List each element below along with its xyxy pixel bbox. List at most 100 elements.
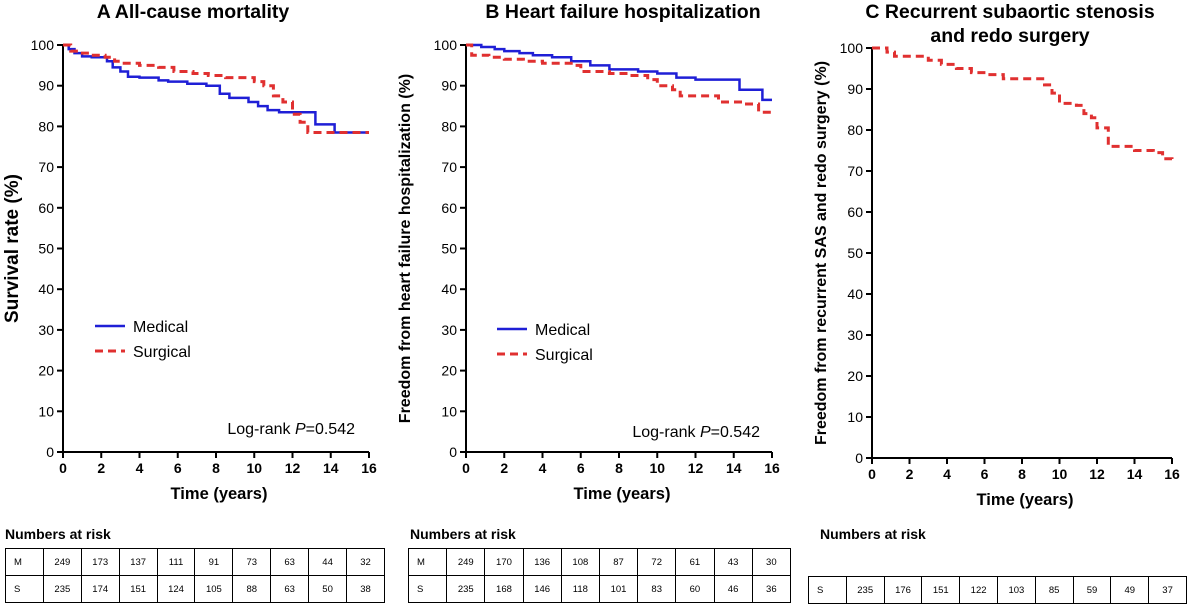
y-axis-label: Freedom from heart failure hospitalizati…: [397, 74, 414, 423]
risk-cell: 50: [308, 575, 348, 603]
series-line-surgical: [63, 43, 369, 134]
risk-cell: 63: [270, 575, 310, 603]
y-tick-label: 20: [38, 363, 54, 379]
risk-row-label: S: [5, 575, 44, 603]
risk-row-label: S: [808, 576, 847, 604]
x-tick-label: 6: [174, 460, 182, 476]
risk-cell: 73: [232, 548, 272, 576]
x-tick-label: 0: [59, 460, 67, 476]
x-tick-label: 6: [981, 466, 989, 482]
risk-table-a: M 249 173 137 111 91 73 63 44 32 S 235 174 151 124 105 8…: [5, 548, 385, 603]
x-axis-label: Time (years): [574, 485, 671, 503]
figure: A All-cause mortality0102030405060708090…: [2, 1, 1180, 509]
legend-label-surgical: Surgical: [535, 347, 593, 364]
risk-cell: 136: [522, 548, 562, 576]
risk-cell: 122: [959, 576, 998, 604]
y-tick-label: 10: [38, 403, 54, 419]
risk-row-s: S 235 174 151 124 105 88 63 50 38: [5, 575, 385, 603]
risk-cell: 59: [1072, 576, 1112, 604]
x-tick-label: 2: [97, 460, 105, 476]
risk-cell: 85: [1034, 576, 1074, 604]
x-tick-label: 14: [323, 460, 339, 476]
y-tick-label: 20: [847, 368, 863, 384]
y-tick-label: 60: [847, 204, 863, 220]
risk-cell: 235: [845, 576, 885, 604]
x-tick-label: 16: [361, 460, 377, 476]
panel-b: B Heart failure hospitalization010203040…: [397, 1, 780, 503]
risk-row-m: M 249 170 136 108 87 72 61 43 30: [407, 548, 792, 576]
risk-cell: 37: [1148, 576, 1187, 604]
risk-table-title: Numbers at risk: [410, 526, 516, 542]
legend-label-surgical: Surgical: [133, 344, 191, 361]
x-tick-label: 12: [1089, 466, 1105, 482]
risk-cell: 118: [560, 575, 600, 603]
panel-title-line2: and redo surgery: [930, 25, 1089, 47]
x-tick-label: 12: [285, 460, 301, 476]
risk-table-title: Numbers at risk: [820, 526, 926, 542]
y-tick-label: 30: [38, 322, 54, 338]
risk-cell: 176: [883, 576, 923, 604]
risk-cell: 151: [118, 575, 158, 603]
y-tick-label: 70: [847, 163, 863, 179]
y-tick-label: 50: [441, 241, 457, 257]
y-axis-label: Freedom from recurrent SAS and redo surg…: [813, 61, 830, 445]
y-tick-label: 100: [840, 40, 864, 56]
x-tick-label: 16: [1164, 466, 1180, 482]
risk-row-s: S 235 176 151 122 103 85 59 49 37: [808, 576, 1187, 604]
y-tick-label: 70: [441, 159, 457, 175]
y-tick-label: 90: [441, 78, 457, 94]
y-tick-label: 30: [441, 322, 457, 338]
series-line-medical: [466, 43, 772, 102]
risk-cell: 103: [996, 576, 1036, 604]
risk-cell: 174: [80, 575, 120, 603]
y-tick-label: 100: [31, 37, 55, 53]
legend-label-medical: Medical: [535, 322, 590, 339]
y-axis-label: Survival rate (%): [2, 174, 23, 323]
panel-title: C Recurrent subaortic stenosis: [865, 1, 1154, 23]
y-tick-label: 0: [855, 450, 863, 466]
x-tick-label: 10: [1052, 466, 1068, 482]
x-tick-label: 4: [943, 466, 951, 482]
x-tick-label: 4: [539, 460, 547, 476]
risk-cell: 30: [751, 548, 792, 576]
risk-table-c: S 235 176 151 122 103 85 59 49 37: [808, 576, 1187, 604]
risk-cell: 249: [446, 548, 486, 576]
x-tick-label: 8: [1018, 466, 1026, 482]
risk-cell: 36: [751, 575, 792, 603]
risk-cell: 235: [42, 575, 82, 603]
risk-cell: 32: [346, 548, 385, 576]
risk-cell: 61: [675, 548, 715, 576]
legend-label-medical: Medical: [133, 319, 188, 336]
panel-a: A All-cause mortality0102030405060708090…: [2, 1, 377, 503]
risk-cell: 235: [446, 575, 486, 603]
risk-cell: 151: [921, 576, 961, 604]
risk-row-label: M: [5, 548, 44, 576]
x-tick-label: 10: [649, 460, 665, 476]
risk-cell: 43: [713, 548, 753, 576]
risk-cell: 83: [637, 575, 677, 603]
risk-cell: 91: [194, 548, 234, 576]
x-tick-label: 12: [688, 460, 704, 476]
x-tick-label: 10: [246, 460, 262, 476]
x-axis-label: Time (years): [171, 485, 268, 503]
y-tick-label: 30: [847, 327, 863, 343]
risk-cell: 146: [522, 575, 562, 603]
y-tick-label: 40: [38, 281, 54, 297]
y-tick-label: 50: [38, 241, 54, 257]
risk-cell: 124: [156, 575, 196, 603]
x-tick-label: 16: [764, 460, 780, 476]
x-tick-label: 2: [906, 466, 914, 482]
x-tick-label: 14: [1127, 466, 1143, 482]
risk-cell: 173: [80, 548, 120, 576]
risk-cell: 111: [156, 548, 196, 576]
risk-cell: 87: [598, 548, 639, 576]
risk-cell: 88: [232, 575, 272, 603]
y-tick-label: 0: [449, 444, 457, 460]
risk-row-label: M: [407, 548, 448, 576]
x-tick-label: 0: [462, 460, 470, 476]
y-tick-label: 60: [38, 200, 54, 216]
x-tick-label: 4: [136, 460, 144, 476]
y-tick-label: 90: [847, 81, 863, 97]
y-tick-label: 100: [434, 37, 458, 53]
y-tick-label: 80: [441, 118, 457, 134]
